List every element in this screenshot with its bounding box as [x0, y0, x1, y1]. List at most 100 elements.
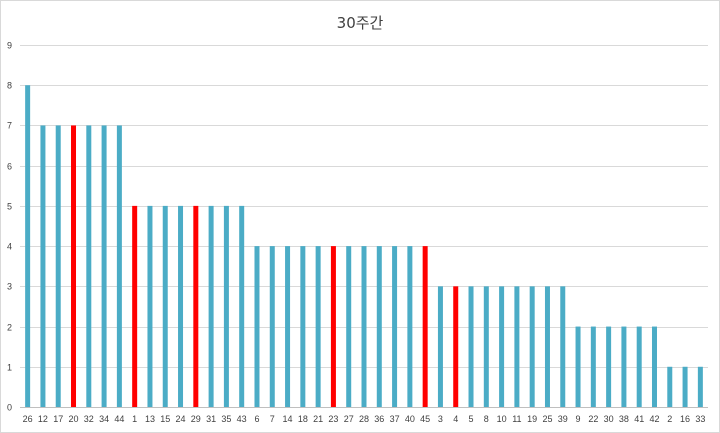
bar-12 [40, 125, 46, 407]
x-tick-label: 14 [283, 414, 293, 424]
x-tick-label: 6 [254, 414, 259, 424]
bar-22 [590, 326, 596, 407]
bar-28 [361, 246, 367, 407]
x-tick-label: 39 [558, 414, 568, 424]
bars [25, 85, 703, 407]
bar-31 [208, 205, 214, 407]
bar-17 [55, 125, 61, 407]
x-tick-label: 11 [512, 414, 521, 424]
x-tick-label: 19 [527, 414, 537, 424]
bar-10 [499, 286, 505, 407]
x-tick-label: 22 [588, 414, 598, 424]
x-tick-label: 44 [114, 414, 124, 424]
x-tick-label: 26 [23, 414, 33, 424]
bar-34 [101, 125, 107, 407]
x-tick-label: 12 [38, 414, 48, 424]
x-tick-label: 18 [298, 414, 308, 424]
x-tick-label: 34 [99, 414, 109, 424]
bar-9 [575, 326, 581, 407]
x-tick-label: 41 [634, 414, 644, 424]
x-tick-label: 4 [453, 414, 458, 424]
bar-16 [682, 366, 688, 407]
x-tick-label: 1 [132, 414, 137, 424]
bar-30 [606, 326, 612, 407]
x-tick-label: 35 [221, 414, 231, 424]
x-tick-label: 38 [619, 414, 629, 424]
bar-13 [147, 205, 153, 407]
bar-33 [697, 366, 703, 407]
bar-36 [376, 246, 382, 407]
y-tick-label: 8 [7, 81, 12, 91]
x-tick-label: 10 [497, 414, 507, 424]
bar-18 [300, 246, 306, 407]
bar-11 [514, 286, 520, 407]
bar-27 [346, 246, 352, 407]
x-tick-label: 23 [328, 414, 338, 424]
x-axis-ticks: 26 12 17 20 32 34 44 1 13 15 24 29 31 35 43 6 7 14 18 21 23 2… [23, 414, 706, 424]
bar-6 [254, 246, 260, 407]
bar-19 [529, 286, 535, 407]
bar-38 [621, 326, 627, 407]
bar-1 [132, 205, 138, 407]
y-tick-label: 2 [7, 323, 12, 333]
x-tick-label: 20 [69, 414, 79, 424]
y-tick-label: 9 [7, 41, 12, 51]
y-tick-label: 1 [7, 363, 12, 373]
x-tick-label: 30 [604, 414, 614, 424]
x-tick-label: 45 [420, 414, 430, 424]
bar-21 [315, 246, 321, 407]
x-tick-label: 2 [667, 414, 672, 424]
x-tick-label: 17 [53, 414, 63, 424]
bar-20 [71, 125, 77, 407]
x-tick-label: 36 [374, 414, 384, 424]
y-tick-label: 3 [7, 282, 12, 292]
bar-7 [269, 246, 275, 407]
bar-44 [116, 125, 122, 407]
x-tick-label: 15 [160, 414, 170, 424]
x-tick-label: 32 [84, 414, 94, 424]
x-tick-label: 33 [695, 414, 705, 424]
x-tick-label: 31 [206, 414, 216, 424]
bar-41 [636, 326, 642, 407]
bar-15 [162, 205, 168, 407]
bar-24 [178, 205, 184, 407]
x-tick-label: 27 [344, 414, 354, 424]
bar-43 [239, 205, 245, 407]
x-tick-label: 43 [237, 414, 247, 424]
bar-5 [468, 286, 474, 407]
y-axis-ticks: 0 1 2 3 4 5 6 7 8 9 [7, 41, 12, 413]
x-tick-label: 24 [176, 414, 186, 424]
bar-25 [544, 286, 550, 407]
bar-35 [223, 205, 229, 407]
x-tick-label: 21 [313, 414, 323, 424]
bar-2 [667, 366, 673, 407]
bar-14 [285, 246, 291, 407]
x-tick-label: 5 [469, 414, 474, 424]
bar-37 [392, 246, 398, 407]
bar-8 [483, 286, 489, 407]
x-tick-label: 40 [405, 414, 415, 424]
bar-45 [422, 246, 428, 407]
bar-26 [25, 85, 31, 407]
bar-4 [453, 286, 459, 407]
y-tick-label: 7 [7, 121, 12, 131]
bar-32 [86, 125, 92, 407]
x-tick-label: 28 [359, 414, 369, 424]
chart-title: 30주간 [336, 14, 384, 32]
y-tick-label: 6 [7, 162, 12, 172]
bar-3 [437, 286, 443, 407]
x-tick-label: 8 [484, 414, 489, 424]
y-tick-label: 0 [7, 403, 12, 413]
bar-40 [407, 246, 413, 407]
x-tick-label: 37 [390, 414, 400, 424]
y-tick-label: 5 [7, 202, 12, 212]
bar-42 [651, 326, 657, 407]
x-tick-label: 42 [649, 414, 659, 424]
bar-29 [193, 205, 199, 407]
x-tick-label: 25 [542, 414, 552, 424]
y-tick-label: 4 [7, 242, 12, 252]
x-tick-label: 29 [191, 414, 201, 424]
bar-23 [330, 246, 336, 407]
x-tick-label: 7 [270, 414, 275, 424]
